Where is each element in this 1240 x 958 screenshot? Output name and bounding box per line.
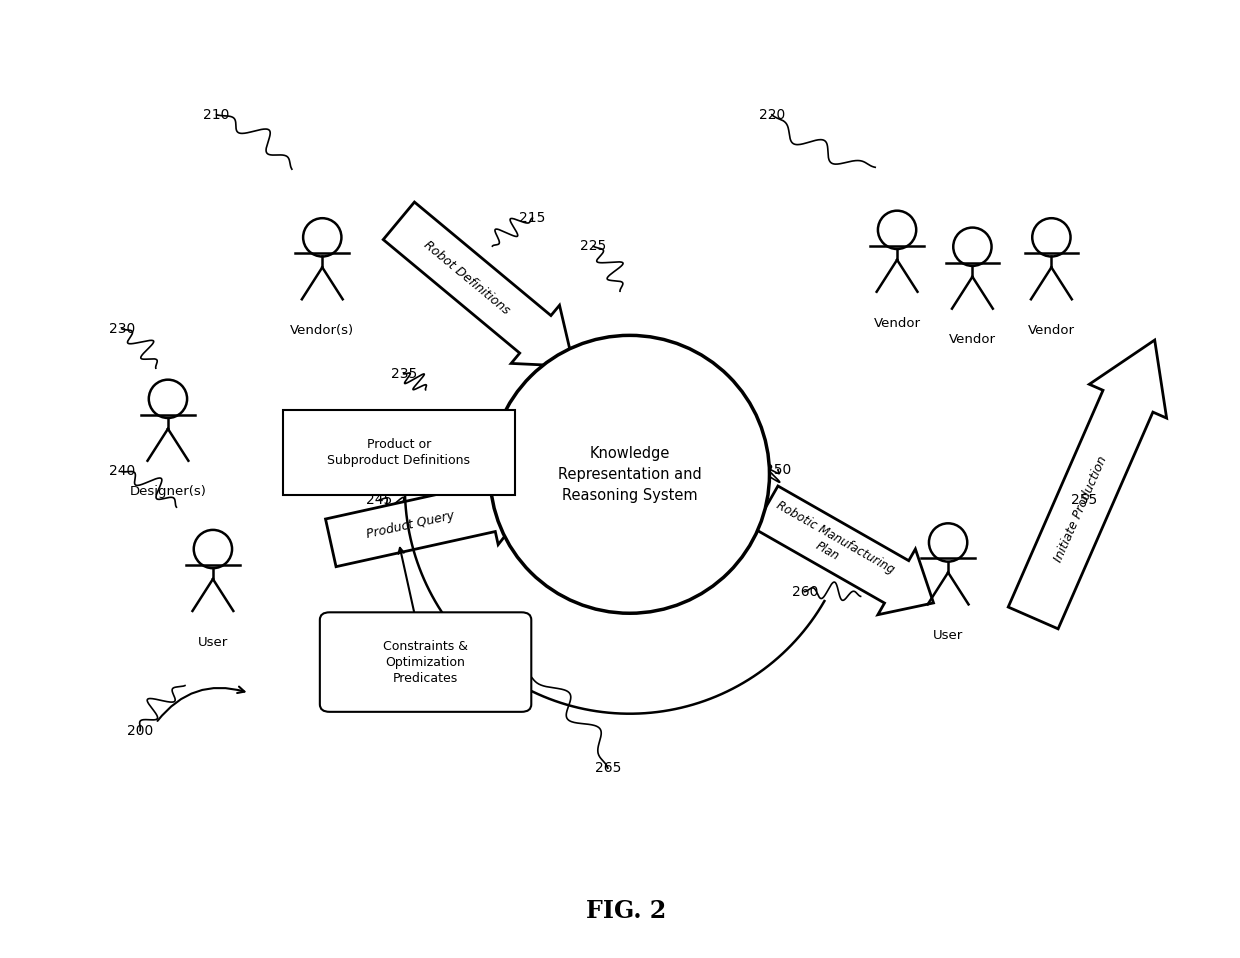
Text: 250: 250	[765, 463, 791, 477]
Text: User: User	[932, 629, 963, 642]
Text: Designer(s): Designer(s)	[129, 486, 206, 498]
Text: 225: 225	[580, 240, 606, 253]
Text: 260: 260	[791, 584, 818, 599]
Text: Knowledge
Representation and
Reasoning System: Knowledge Representation and Reasoning S…	[558, 445, 702, 503]
Text: Product Query: Product Query	[366, 510, 455, 541]
Text: 220: 220	[759, 107, 785, 122]
FancyBboxPatch shape	[320, 612, 531, 712]
Text: Initiate Production: Initiate Production	[1052, 454, 1110, 564]
Text: Constraints &
Optimization
Predicates: Constraints & Optimization Predicates	[383, 640, 467, 685]
Text: 255: 255	[1071, 492, 1097, 507]
Text: Vendor: Vendor	[1028, 324, 1075, 337]
Ellipse shape	[490, 335, 770, 613]
Polygon shape	[1008, 340, 1167, 628]
Polygon shape	[383, 202, 574, 366]
Text: Robotic Manufacturing
Plan: Robotic Manufacturing Plan	[766, 499, 897, 590]
Text: 200: 200	[126, 723, 153, 738]
Text: Vendor(s): Vendor(s)	[290, 324, 355, 337]
Text: Vendor: Vendor	[873, 316, 920, 330]
Text: Robot Definitions: Robot Definitions	[422, 239, 512, 317]
Text: 230: 230	[109, 322, 135, 336]
Text: 235: 235	[391, 367, 417, 381]
Text: Vendor: Vendor	[949, 333, 996, 347]
Polygon shape	[754, 486, 934, 615]
Text: 265: 265	[595, 762, 621, 775]
Text: FIG. 2: FIG. 2	[587, 899, 666, 923]
Text: 210: 210	[203, 107, 229, 122]
Text: 215: 215	[520, 211, 546, 225]
Polygon shape	[373, 418, 608, 505]
Polygon shape	[326, 470, 534, 567]
Text: 240: 240	[109, 465, 135, 478]
Text: User: User	[198, 636, 228, 649]
Text: 245: 245	[366, 492, 393, 507]
Text: Product or
Subproduct Definitions: Product or Subproduct Definitions	[327, 438, 470, 468]
FancyBboxPatch shape	[283, 410, 515, 495]
